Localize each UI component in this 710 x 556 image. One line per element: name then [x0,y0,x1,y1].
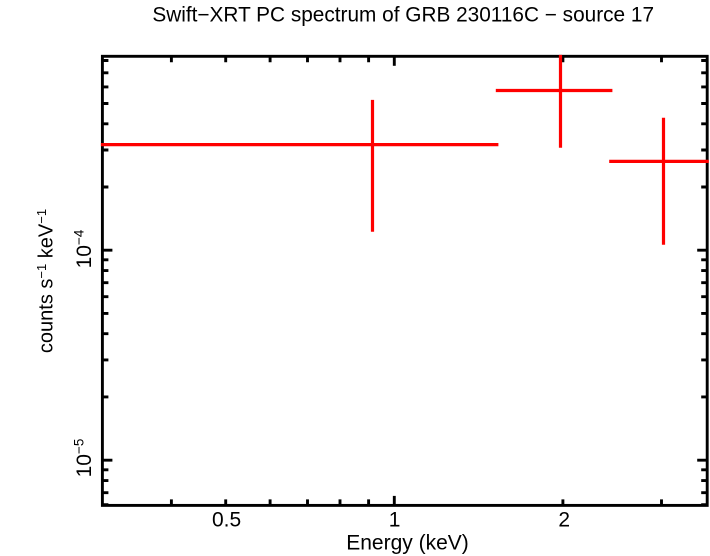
svg-text:2: 2 [558,509,570,532]
svg-text:0.5: 0.5 [212,509,241,532]
svg-text:10−4: 10−4 [72,229,97,268]
svg-text:counts s−1 keV−1: counts s−1 keV−1 [34,209,58,353]
svg-text:1: 1 [389,509,401,532]
svg-text:Energy (keV): Energy (keV) [346,532,469,555]
svg-text:Swift−XRT PC spectrum of GRB 2: Swift−XRT PC spectrum of GRB 230116C − s… [152,3,654,26]
